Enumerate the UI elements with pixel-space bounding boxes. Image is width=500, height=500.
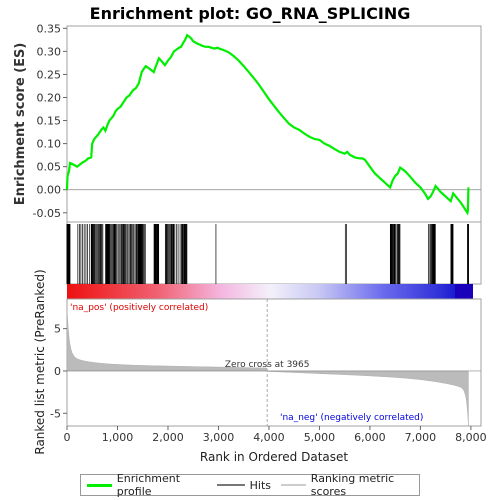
zero-cross-label: Zero cross at 3965 [225, 360, 310, 370]
es-y-tick-label: 0.35 [37, 22, 62, 35]
enrichment-profile-line [65, 33, 470, 216]
neg-label: 'na_neg' (negatively correlated) [280, 413, 423, 423]
x-tick-label: 6,000 [354, 431, 386, 444]
es-y-tick-label: 0.05 [37, 161, 62, 174]
hits-marks [66, 224, 469, 284]
legend: Enrichment profile Hits Ranking metric s… [80, 472, 420, 498]
x-tick-label: 4,000 [253, 431, 285, 444]
rank-color-bar-end [455, 284, 473, 299]
legend-item-es: Enrichment profile [87, 472, 207, 498]
x-tick-label: 2,000 [152, 431, 184, 444]
legend-hits-swatch [216, 484, 245, 486]
x-tick-label: 7,000 [405, 431, 437, 444]
x-axis-label: Rank in Ordered Dataset [200, 450, 348, 464]
metric-y-ticks: -5 0 5 [50, 323, 67, 420]
legend-item-metric: Ranking metric scores [281, 472, 419, 498]
es-y-tick-label: 0.25 [37, 68, 62, 81]
es-y-label: Enrichment score (ES) [13, 43, 28, 206]
legend-metric-swatch [281, 484, 306, 486]
es-y-tick-label: 0.30 [37, 45, 62, 58]
pos-label: 'na_pos' (positively correlated) [70, 303, 208, 313]
es-y-tick-label: 0.00 [37, 184, 62, 197]
es-panel [66, 25, 482, 223]
es-y-tick-label: 0.20 [37, 91, 62, 104]
legend-es-label: Enrichment profile [116, 472, 181, 498]
x-tick-label: 5,000 [304, 431, 336, 444]
metric-y-label: Ranked list metric (PreRanked) [33, 269, 47, 454]
chart-title: Enrichment plot: GO_RNA_SPLICING [90, 4, 411, 23]
x-tick-label: 8,000 [455, 431, 487, 444]
metric-y-tick-label: 5 [54, 323, 61, 336]
metric-y-tick-label: -5 [50, 407, 61, 420]
x-ticks: 0 1,000 2,000 3,000 4,000 5,000 6,000 7,000 8,00… [64, 426, 487, 444]
x-tick-label: 1,000 [102, 431, 134, 444]
x-tick-label: 3,000 [203, 431, 235, 444]
rank-color-bar [67, 284, 473, 299]
es-y-ticks: -0.05 0.00 0.05 0.10 0.15 0.20 0.25 0.30 0.35 [33, 22, 67, 220]
ranking-metric-area [66, 308, 469, 427]
es-y-tick-label: 0.10 [37, 138, 62, 151]
es-y-tick-label: -0.05 [33, 207, 61, 220]
legend-item-hits: Hits [216, 478, 271, 492]
legend-es-swatch [87, 483, 112, 487]
metric-y-tick-label: 0 [54, 365, 61, 378]
legend-hits-label: Hits [249, 478, 271, 492]
es-y-tick-label: 0.15 [37, 115, 62, 128]
metric-panel [66, 298, 482, 427]
legend-metric-label: Ranking metric scores [310, 472, 395, 498]
x-tick-label: 0 [64, 431, 71, 444]
